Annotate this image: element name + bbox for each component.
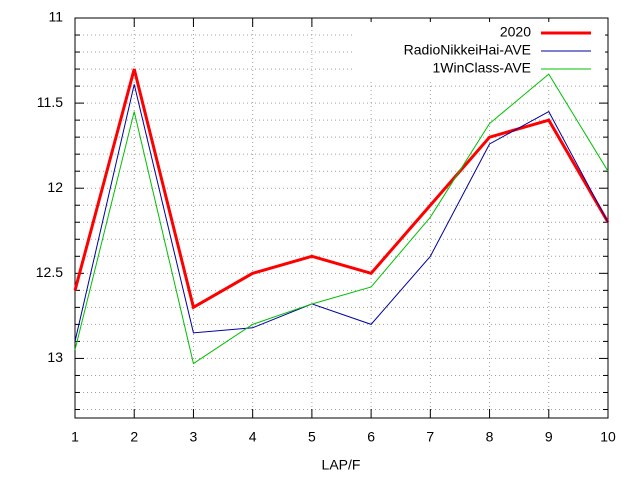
legend-label: 2020 <box>500 24 531 40</box>
x-tick-label: 1 <box>71 429 79 445</box>
x-tick-label: 8 <box>486 429 494 445</box>
y-tick-label: 12.5 <box>36 264 63 280</box>
series-line <box>74 73 609 365</box>
y-tick-label: 13 <box>47 349 63 365</box>
x-tick-label: 7 <box>426 429 434 445</box>
y-tick-label: 11 <box>48 9 63 25</box>
x-tick-label: 6 <box>367 429 375 445</box>
x-axis-label: LAP/F <box>322 457 361 473</box>
y-tick-label: 11.5 <box>37 94 63 110</box>
legend-label: RadioNikkeiHai-AVE <box>404 42 531 58</box>
legend-label: 1WinClass-AVE <box>432 60 531 76</box>
series-line <box>73 68 610 310</box>
plot-border <box>74 17 609 419</box>
x-tick-label: 5 <box>308 429 316 445</box>
y-tick-label: 12 <box>47 179 63 195</box>
x-tick-label: 2 <box>130 429 138 445</box>
x-tick-label: 3 <box>190 429 198 445</box>
x-tick-label: 4 <box>249 429 257 445</box>
series-line <box>74 84 609 342</box>
x-tick-label: 9 <box>545 429 553 445</box>
x-tick-label: 10 <box>600 429 616 445</box>
